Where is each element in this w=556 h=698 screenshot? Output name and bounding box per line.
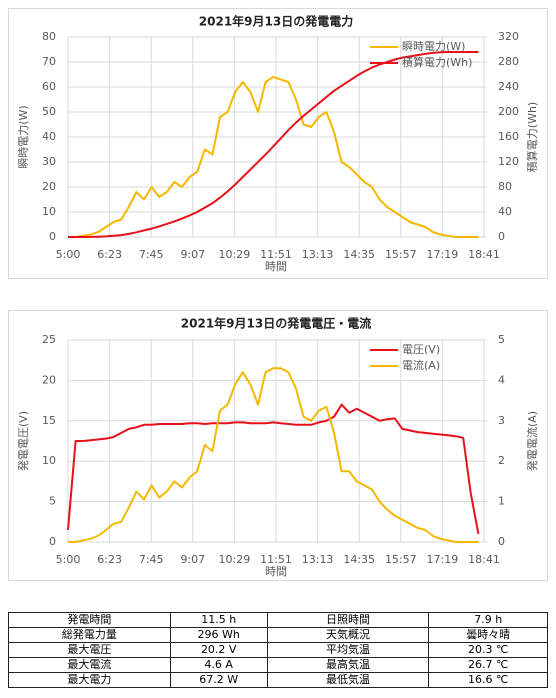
table-cell: 4.6 A [169, 657, 268, 673]
y2-tick-label: 0 [498, 230, 505, 243]
x-tick-label: 17:19 [427, 553, 459, 566]
y-tick-label: 40 [42, 130, 56, 143]
table-cell: 16.6 ℃ [428, 672, 548, 688]
table-row: 最大電力 67.2 W 最低気温 16.6 ℃ [8, 672, 548, 688]
y-tick-label: 0 [49, 230, 56, 243]
legend-label: 積算電力(Wh) [402, 55, 472, 69]
y2-tick-label: 240 [498, 80, 519, 93]
table-row: 最大電流 4.6 A 最高気温 26.7 ℃ [8, 657, 548, 673]
legend-label: 電圧(V) [402, 343, 440, 356]
table-cell: 日照時間 [266, 612, 430, 628]
table-cell: 平均気温 [266, 642, 430, 658]
x-tick-label: 11:51 [260, 248, 292, 261]
table-cell: 26.7 ℃ [428, 657, 548, 673]
table-cell: 最高気温 [266, 657, 430, 673]
series-line [68, 367, 479, 543]
table-cell: 最大電力 [8, 672, 171, 688]
table-cell: 7.9 h [428, 612, 548, 628]
x-tick-label: 11:51 [260, 553, 292, 566]
x-tick-label: 10:29 [219, 553, 251, 566]
chart-title: 2021年9月13日の発電電圧・電流 [181, 316, 371, 331]
x-tick-label: 14:35 [343, 553, 375, 566]
charts: 2021年9月13日の発電電力0102030405060708004080120… [8, 8, 548, 581]
chart-frame [8, 8, 548, 279]
y-tick-label: 20 [42, 373, 56, 386]
table-cell: 最大電圧 [8, 642, 171, 658]
table-row: 総発電力量 296 Wh 天気概況 曇時々晴 [8, 627, 548, 643]
x-tick-label: 18:41 [468, 553, 500, 566]
y2-tick-label: 2 [498, 454, 505, 467]
y2-tick-label: 320 [498, 30, 519, 43]
x-tick-label: 10:29 [219, 248, 251, 261]
table-row: 最大電圧 20.2 V 平均気温 20.3 ℃ [8, 642, 548, 658]
x-tick-label: 6:23 [97, 553, 122, 566]
table-cell: 発電時間 [8, 612, 171, 628]
y2-tick-label: 4 [498, 373, 505, 386]
x-tick-label: 6:23 [97, 248, 122, 261]
y2-tick-label: 80 [498, 180, 512, 193]
y2-axis-title: 発電電流(A) [525, 411, 539, 471]
chart-title: 2021年9月13日の発電電力 [199, 14, 353, 29]
x-tick-label: 17:19 [427, 248, 459, 261]
y-tick-label: 30 [42, 155, 56, 168]
y2-tick-label: 5 [498, 333, 505, 346]
table-cell: 総発電力量 [8, 627, 171, 643]
x-axis-title: 時間 [265, 565, 287, 578]
y-tick-label: 80 [42, 30, 56, 43]
x-tick-label: 9:07 [180, 248, 205, 261]
series-line [68, 51, 479, 238]
table-cell: 天気概況 [266, 627, 430, 643]
x-tick-label: 13:13 [302, 553, 334, 566]
x-tick-label: 5:00 [56, 553, 81, 566]
table-cell: 11.5 h [169, 612, 268, 628]
y-tick-label: 70 [42, 55, 56, 68]
table-cell: 20.3 ℃ [428, 642, 548, 658]
y-axis-title: 発電電圧(V) [16, 411, 30, 471]
y-axis-title: 瞬時電力(W) [17, 105, 30, 168]
series-line [68, 76, 479, 238]
y-tick-label: 50 [42, 105, 56, 118]
y2-tick-label: 160 [498, 130, 519, 143]
legend-label: 瞬時電力(W) [402, 40, 465, 53]
y2-tick-label: 3 [498, 414, 505, 427]
table-cell: 20.2 V [169, 642, 268, 658]
y2-tick-label: 200 [498, 105, 519, 118]
y-tick-label: 25 [42, 333, 56, 346]
y-tick-label: 0 [49, 535, 56, 548]
table-cell: 最低気温 [266, 672, 430, 688]
y2-axis-title: 積算電力(Wh) [525, 102, 539, 172]
x-tick-label: 13:13 [302, 248, 334, 261]
table-cell: 最大電流 [8, 657, 171, 673]
series-line [67, 403, 480, 535]
y-tick-label: 5 [49, 495, 56, 508]
y2-tick-label: 120 [498, 155, 519, 168]
y-tick-label: 20 [42, 180, 56, 193]
x-tick-label: 15:57 [385, 248, 417, 261]
x-tick-label: 7:45 [139, 248, 164, 261]
y-tick-label: 10 [42, 205, 56, 218]
table-cell: 曇時々晴 [428, 627, 548, 643]
x-axis-title: 時間 [265, 260, 287, 273]
x-tick-label: 18:41 [468, 248, 500, 261]
x-tick-label: 7:45 [139, 553, 164, 566]
table-cell: 67.2 W [169, 672, 268, 688]
table-row: 発電時間 11.5 h 日照時間 7.9 h [8, 612, 548, 628]
y2-tick-label: 280 [498, 55, 519, 68]
table-cell: 296 Wh [169, 627, 268, 643]
y2-tick-label: 1 [498, 495, 505, 508]
x-tick-label: 15:57 [385, 553, 417, 566]
y-tick-label: 15 [42, 414, 56, 427]
x-tick-label: 5:00 [56, 248, 81, 261]
x-tick-label: 14:35 [343, 248, 375, 261]
y2-tick-label: 40 [498, 205, 512, 218]
legend-label: 電流(A) [402, 358, 440, 372]
y2-tick-label: 0 [498, 535, 505, 548]
y-tick-label: 10 [42, 454, 56, 467]
x-tick-label: 9:07 [180, 553, 205, 566]
summary-table: 発電時間 11.5 h 日照時間 7.9 h 総発電力量 296 Wh 天気概況 曇時々晴 最大… [8, 612, 548, 688]
y-tick-label: 60 [42, 80, 56, 93]
